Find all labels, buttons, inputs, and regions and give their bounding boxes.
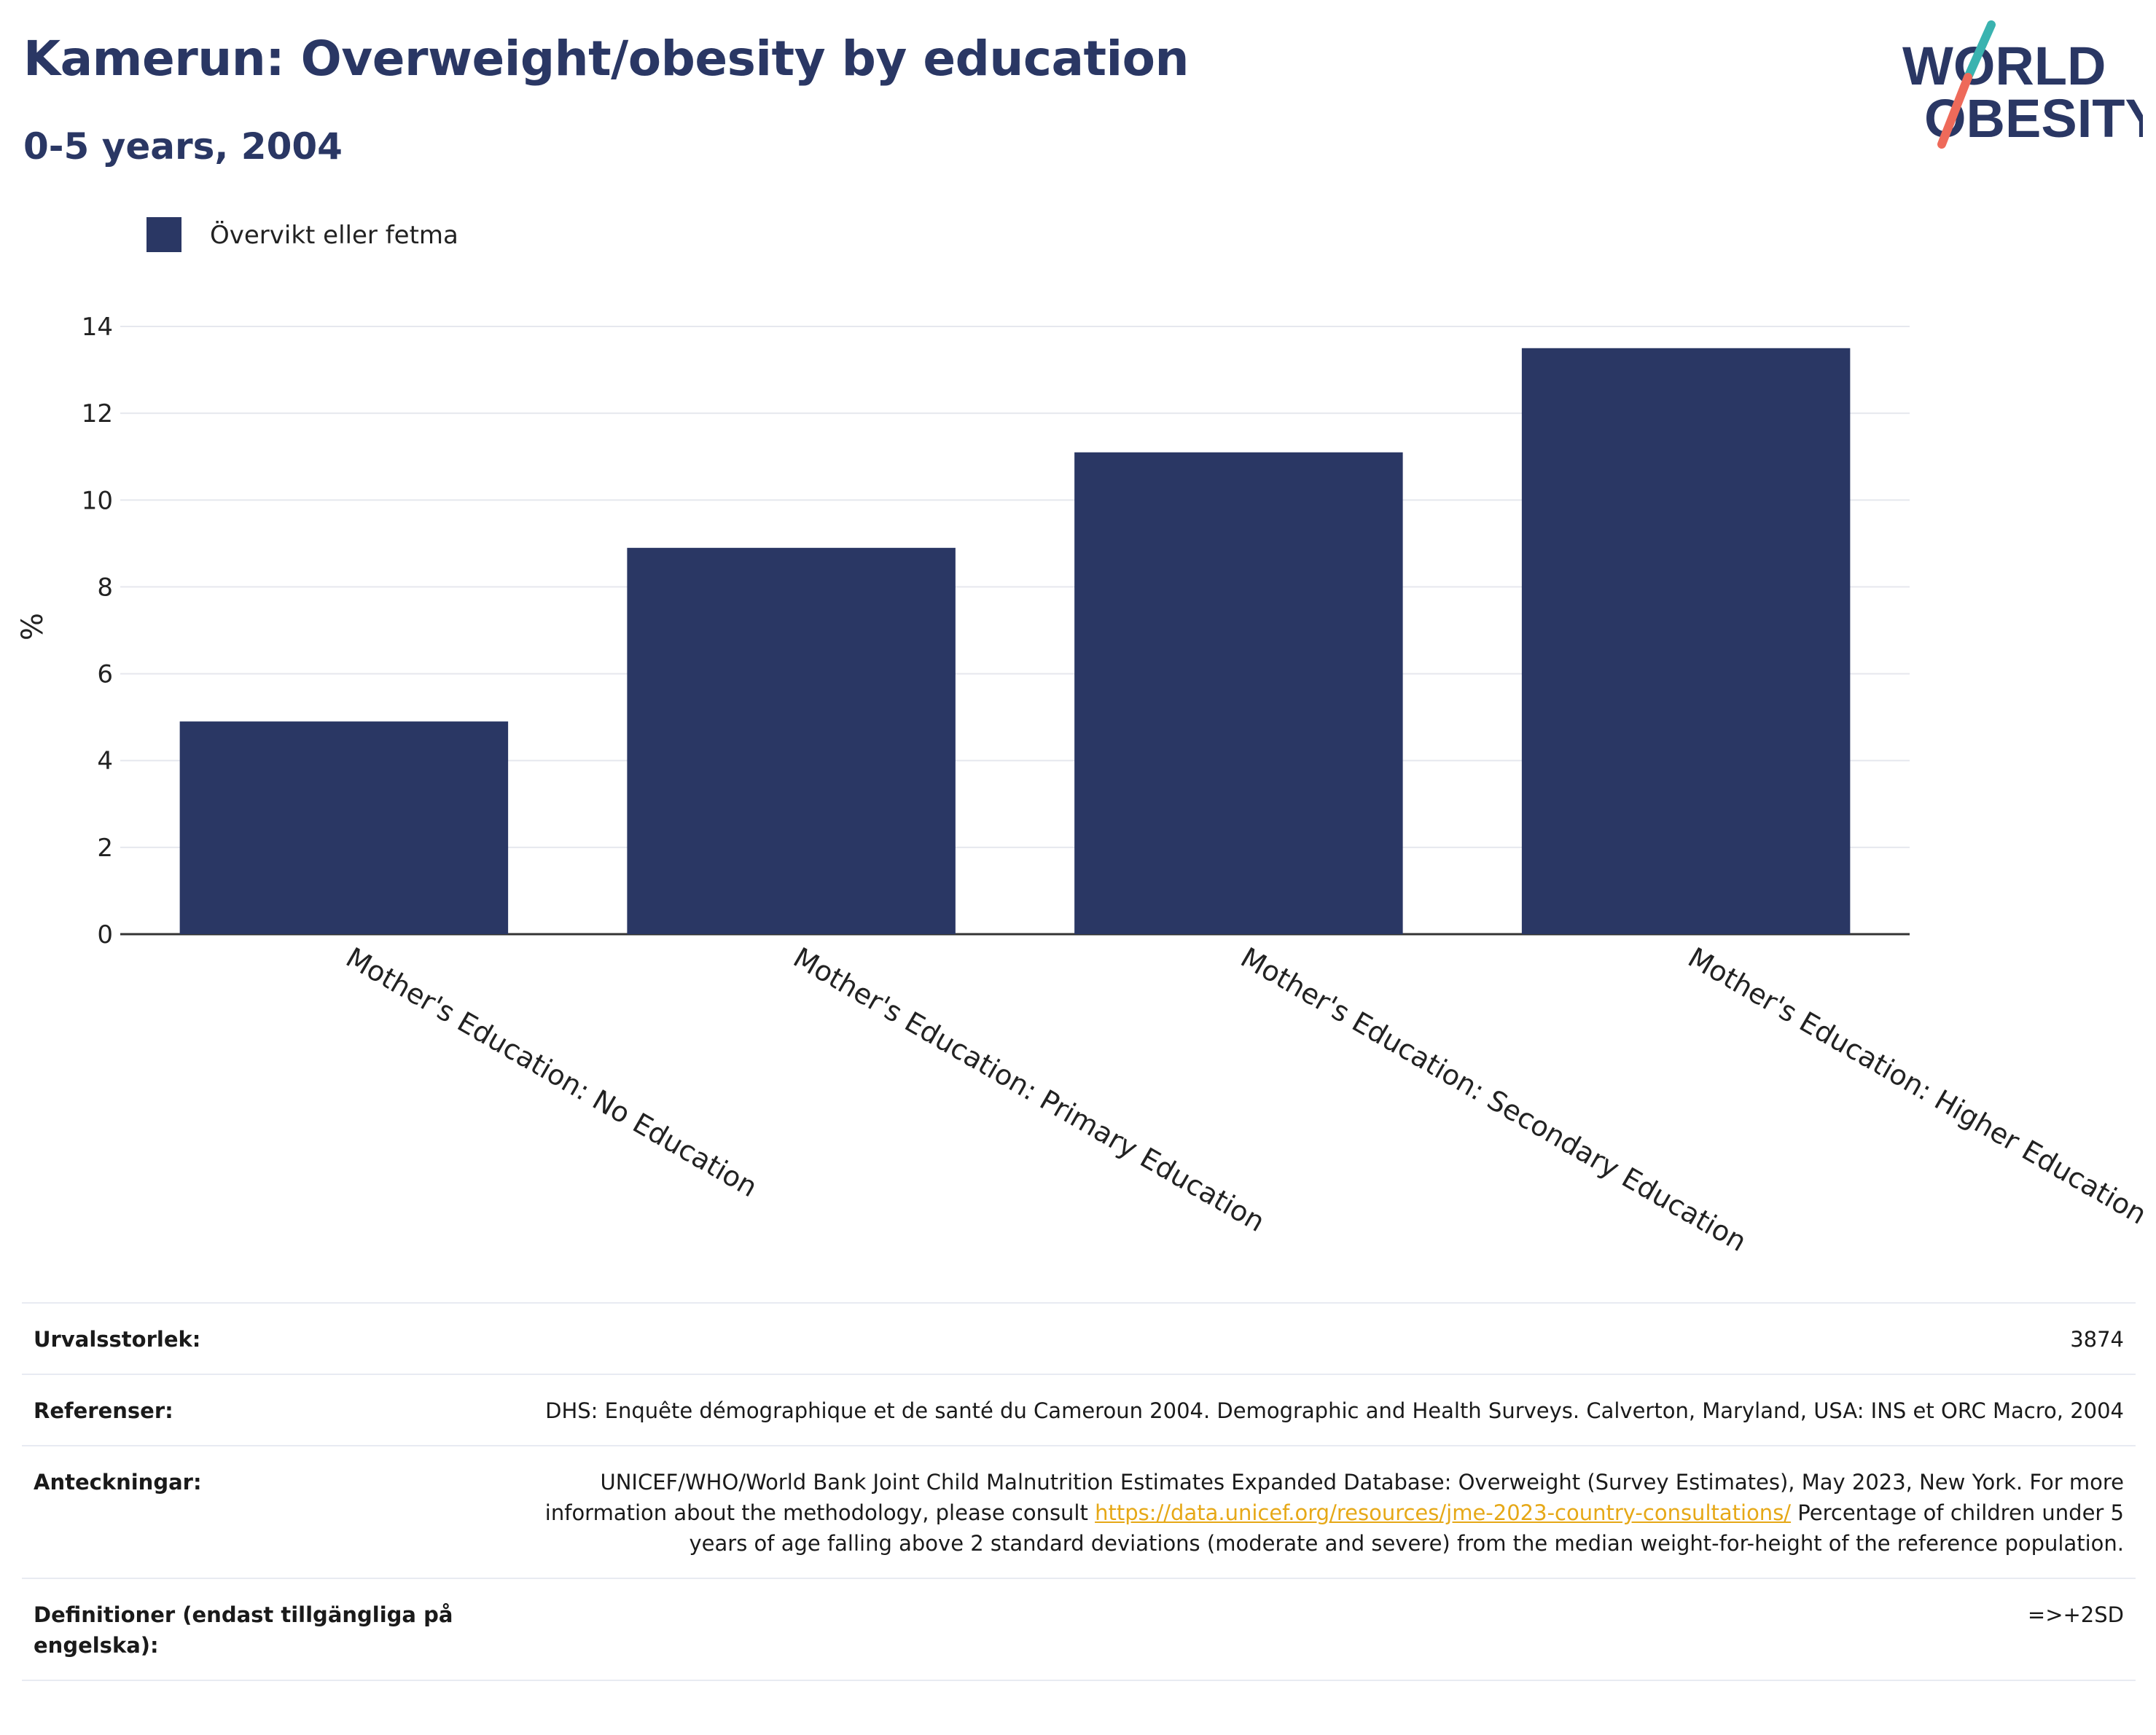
logo-slash-teal [1964, 20, 1996, 82]
bar [1521, 348, 1851, 934]
metadata-table: Urvalsstorlek: 3874 Referenser: DHS: Enq… [22, 1302, 2136, 1681]
logo-text-world: WORLD [1902, 36, 2106, 96]
y-tick-label: 6 [97, 660, 113, 689]
x-tick-label: Mother's Education: Primary Education [788, 941, 1270, 1238]
y-tick-label: 8 [97, 573, 113, 602]
definitions-label: Definitioner (endast tillgängliga på eng… [34, 1602, 453, 1658]
x-tick-label: Mother's Education: No Education [340, 941, 762, 1204]
notes-text-pre: UNICEF/WHO/World Bank Joint Child Malnut… [544, 1470, 2124, 1525]
notes-value: UNICEF/WHO/World Bank Joint Child Malnut… [483, 1446, 2136, 1578]
notes-link[interactable]: https://data.unicef.org/resources/jme-20… [1095, 1500, 1792, 1525]
chart-title: Kamerun: Overweight/obesity by education [23, 31, 1190, 87]
legend: Övervikt eller fetma [147, 217, 458, 252]
legend-swatch [147, 217, 181, 252]
legend-label: Övervikt eller fetma [210, 220, 458, 250]
y-tick-label: 12 [82, 399, 113, 428]
sample-size-value: 3874 [2070, 1327, 2124, 1352]
bar [1074, 452, 1403, 934]
y-tick-label: 2 [97, 834, 113, 863]
y-tick-label: 10 [82, 486, 113, 515]
world-obesity-logo: WORLD OBESITY [1902, 20, 2143, 149]
y-tick-label: 14 [82, 313, 113, 342]
y-tick-label: 0 [97, 920, 113, 949]
notes-text-post: Percentage of children under 5 years of … [689, 1500, 2124, 1556]
sample-size-label: Urvalsstorlek: [34, 1327, 201, 1352]
notes-label: Anteckningar: [34, 1470, 202, 1495]
table-row: Referenser: DHS: Enquête démographique e… [22, 1374, 2136, 1446]
y-tick-label: 4 [97, 747, 113, 776]
bar [179, 721, 509, 934]
references-label: Referenser: [34, 1398, 173, 1423]
chart-subtitle: 0-5 years, 2004 [23, 125, 343, 168]
references-value: DHS: Enquête démographique et de santé d… [545, 1398, 2124, 1423]
x-tick-label: Mother's Education: Secondary Education [1235, 941, 1752, 1258]
table-row: Definitioner (endast tillgängliga på eng… [22, 1578, 2136, 1680]
bar [627, 547, 956, 934]
table-row: Urvalsstorlek: 3874 [22, 1303, 2136, 1374]
logo-slash-coral [1937, 73, 1972, 149]
x-tick-label: Mother's Education: Higher Education [1683, 941, 2152, 1231]
y-axis-label: % [16, 613, 50, 641]
bar-chart: Övervikt eller fetma % 0 2 4 6 8 10 12 14 Mothe… [16, 217, 2152, 1258]
definitions-value: =>+2SD [2027, 1602, 2124, 1627]
table-row: Anteckningar: UNICEF/WHO/World Bank Join… [22, 1446, 2136, 1578]
